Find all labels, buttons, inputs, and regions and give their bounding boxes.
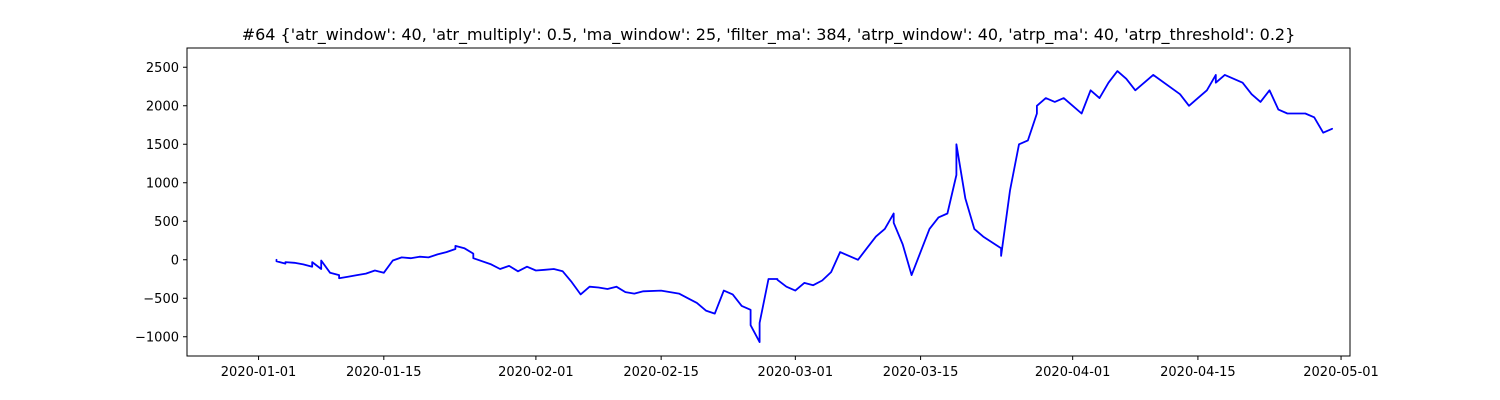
y-tick-label: −1000 <box>135 330 179 345</box>
x-tick-label: 2020-03-01 <box>758 365 834 380</box>
x-tick-label: 2020-01-01 <box>221 365 297 380</box>
chart-title: #64 {'atr_window': 40, 'atr_multiply': 0… <box>242 25 1296 45</box>
x-tick-label: 2020-03-15 <box>883 365 959 380</box>
x-tick-label: 2020-04-15 <box>1160 365 1236 380</box>
x-tick-label: 2020-01-15 <box>346 365 422 380</box>
x-tick-label: 2020-05-01 <box>1303 365 1379 380</box>
y-tick-label: 0 <box>171 253 179 268</box>
series-line <box>275 70 1333 344</box>
y-tick-label: 2000 <box>146 99 179 114</box>
x-tick-label: 2020-04-01 <box>1035 365 1111 380</box>
x-tick-label: 2020-02-01 <box>498 365 574 380</box>
y-tick-label: −500 <box>143 292 179 307</box>
y-axis: −1000 −500 0 500 1000 1500 2000 2500 <box>135 61 187 345</box>
y-tick-label: 1500 <box>146 138 179 153</box>
x-axis: 2020-01-01 2020-01-15 2020-02-01 2020-02-15… <box>221 356 1379 380</box>
plot-series <box>275 70 1333 344</box>
y-tick-label: 500 <box>154 215 179 230</box>
plot-area-frame <box>186 47 1351 357</box>
x-tick-label: 2020-02-15 <box>623 365 699 380</box>
y-tick-label: 2500 <box>146 61 179 76</box>
y-tick-label: 1000 <box>146 176 179 191</box>
